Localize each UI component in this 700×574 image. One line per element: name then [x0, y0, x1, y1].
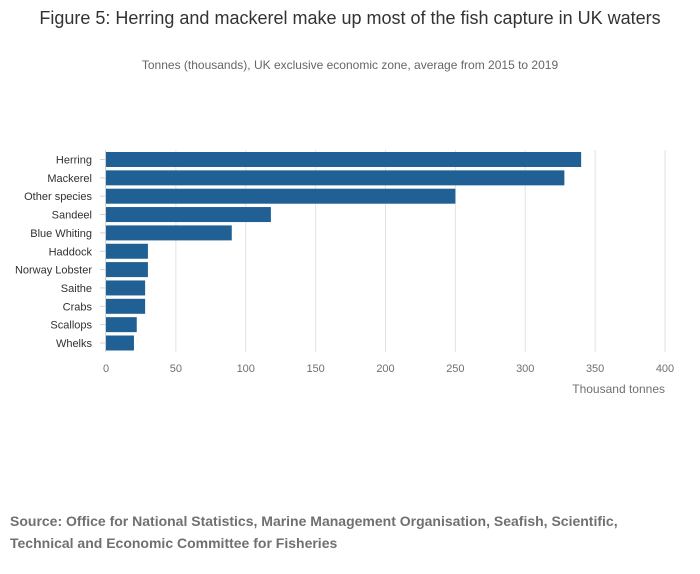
bar [106, 335, 134, 351]
x-tick-label: 250 [446, 363, 464, 375]
y-tick-label: Haddock [49, 246, 93, 258]
bar [106, 280, 146, 296]
source-note: Source: Office for National Statistics, … [10, 513, 618, 551]
x-tick-label: 200 [376, 363, 394, 375]
x-tick-label: 300 [516, 363, 534, 375]
bar [106, 207, 271, 223]
x-tick-label: 400 [656, 363, 674, 375]
x-tick-label: 350 [586, 363, 604, 375]
y-tick-label: Norway Lobster [15, 265, 92, 277]
y-tick-label: Whelks [56, 338, 93, 350]
bar [106, 188, 456, 204]
bar [106, 225, 232, 241]
x-tick-label: 50 [170, 363, 182, 375]
y-tick-label: Sandeel [52, 210, 92, 222]
bar [106, 170, 565, 186]
x-tick-label: 0 [103, 363, 109, 375]
y-tick-label: Crabs [63, 301, 93, 313]
bar [106, 152, 582, 167]
x-axis-title: Thousand tonnes [572, 382, 665, 396]
y-tick-label: Saithe [61, 283, 92, 295]
y-tick-label: Other species [24, 191, 92, 203]
chart-title: Figure 5: Herring and mackerel make up m… [39, 8, 661, 28]
bar [106, 298, 146, 314]
y-tick-label: Scallops [50, 320, 92, 332]
bar [106, 243, 148, 259]
y-tick-label: Herring [56, 155, 92, 167]
bar [106, 317, 137, 333]
y-tick-label: Mackerel [47, 173, 92, 185]
x-tick-label: 150 [306, 363, 324, 375]
chart-subtitle: Tonnes (thousands), UK exclusive economi… [141, 58, 559, 72]
y-tick-label: Blue Whiting [30, 228, 92, 240]
x-tick-label: 100 [237, 363, 255, 375]
bar [106, 262, 148, 278]
